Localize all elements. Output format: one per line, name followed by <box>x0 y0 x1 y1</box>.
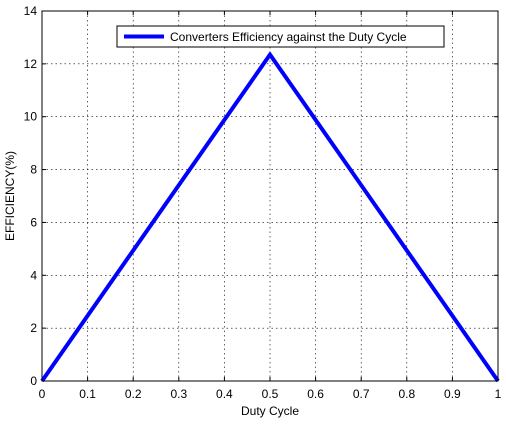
y-tick-label: 2 <box>30 321 37 335</box>
y-axis-ticks: 0 2 4 6 8 10 12 14 <box>24 4 498 388</box>
y-tick-label: 6 <box>30 215 37 229</box>
y-tick-label: 12 <box>24 57 38 71</box>
x-tick-label: 0.2 <box>125 387 142 401</box>
y-tick-label: 4 <box>30 268 37 282</box>
legend-label: Converters Efficiency against the Duty C… <box>170 30 407 44</box>
y-tick-label: 14 <box>24 4 38 18</box>
x-tick-label: 0.4 <box>216 387 233 401</box>
x-tick-label: 1 <box>495 387 502 401</box>
x-axis-label: Duty Cycle <box>241 404 299 418</box>
y-axis-label: EFFICIENCY(%) <box>3 151 17 241</box>
legend-box <box>116 25 445 48</box>
legend: Converters Efficiency against the Duty C… <box>116 25 445 48</box>
series-line <box>40 51 500 383</box>
grid <box>42 11 498 381</box>
x-tick-label: 0.9 <box>444 387 461 401</box>
series-layer <box>40 51 500 383</box>
x-tick-label: 0.3 <box>170 387 187 401</box>
x-tick-label: 0 <box>39 387 46 401</box>
y-tick-label: 8 <box>30 163 37 177</box>
x-tick-label: 0.6 <box>307 387 324 401</box>
x-tick-label: 0.8 <box>398 387 415 401</box>
y-tick-label: 0 <box>30 374 37 388</box>
x-tick-label: 0.1 <box>79 387 96 401</box>
x-tick-label: 0.7 <box>353 387 370 401</box>
x-tick-label: 0.5 <box>262 387 279 401</box>
y-tick-label: 10 <box>24 110 38 124</box>
x-axis-ticks: 0 0.1 0.2 0.3 0.4 0.5 0.6 0.7 0.8 0.9 1 <box>39 11 502 401</box>
